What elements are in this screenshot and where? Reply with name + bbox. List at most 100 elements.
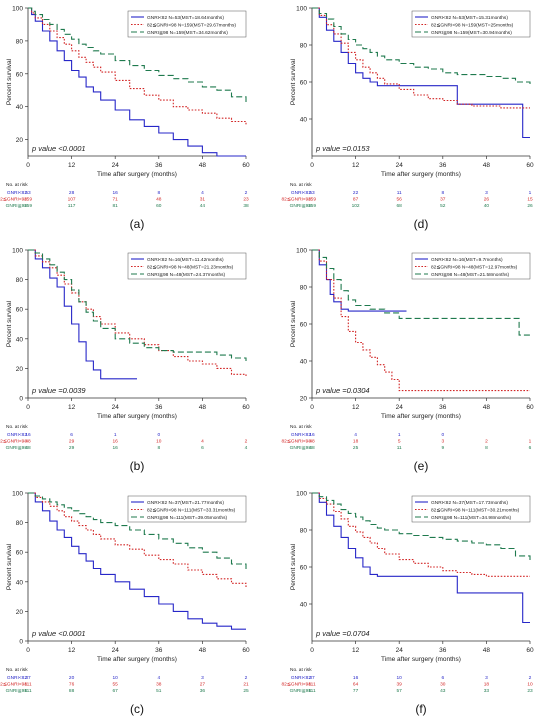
x-tick-label: 24 [112, 647, 120, 654]
x-tick-label: 36 [155, 162, 163, 169]
y-tick-label: 60 [16, 307, 24, 314]
risk-row-label: GNRI≧98 [6, 688, 28, 694]
x-tick-label: 60 [526, 647, 534, 654]
risk-count: 159 [24, 203, 32, 209]
y-tick-label: 40 [300, 359, 308, 366]
survival-curve-green [28, 7, 247, 104]
legend-entry: GNRI<82 N=53(MST=18.64months) [147, 15, 224, 21]
risk-row-label: 82≦GNRI<98 [282, 439, 312, 445]
x-tick-label: 60 [526, 404, 534, 411]
risk-count: 159 [24, 197, 32, 203]
risk-count: 37 [440, 197, 446, 203]
survival-curve-blue [28, 249, 137, 380]
risk-count: 111 [24, 682, 32, 688]
risk-count: 26 [484, 197, 490, 203]
y-tick-label: 100 [12, 248, 23, 255]
panel-label: (f) [415, 702, 426, 716]
risk-count: 1 [398, 432, 401, 438]
panel-label: (e) [414, 459, 429, 473]
x-axis-label: Time after surgery (months) [381, 171, 461, 178]
risk-count: 48 [309, 439, 315, 445]
risk-count: 159 [308, 197, 316, 203]
risk-count: 16 [309, 432, 315, 438]
risk-row-label: 82≦GNRI<98 [282, 682, 312, 688]
risk-count: 53 [25, 190, 31, 196]
legend-entry: GNRI≧98 N=111(MST=34.98months) [431, 515, 511, 521]
risk-count: 2 [485, 439, 488, 445]
risk-count: 2 [245, 675, 248, 681]
risk-count: 38 [243, 203, 249, 209]
risk-count: 53 [309, 190, 315, 196]
risk-count: 25 [243, 688, 249, 694]
risk-count: 21 [243, 682, 249, 688]
risk-count: 3 [485, 675, 488, 681]
survival-curve-green [28, 492, 247, 570]
risk-row-label: 82≦GNRI<98 [0, 439, 27, 445]
x-tick-label: 0 [310, 404, 314, 411]
risk-count: 18 [353, 439, 359, 445]
survival-curve-blue [28, 7, 246, 157]
legend-box [127, 252, 247, 280]
risk-count: 29 [69, 445, 75, 451]
legend-entry: 82≦GNRI<98 N=159(MST=25months) [431, 23, 514, 29]
risk-row-label: GNRI≧98 [6, 203, 28, 209]
legend-box [127, 10, 247, 38]
y-axis-label: Percent survival [6, 300, 13, 347]
x-tick-label: 48 [199, 162, 207, 169]
risk-count: 2 [245, 439, 248, 445]
y-tick-label: 0 [19, 639, 23, 646]
legend-entry: GNRI≧98 N=159(MST=34.62months) [147, 30, 228, 36]
x-tick-label: 12 [352, 404, 360, 411]
risk-count: 48 [25, 439, 31, 445]
risk-count: 52 [440, 203, 446, 209]
risk-count: 71 [113, 197, 119, 203]
risk-count: 1 [529, 190, 532, 196]
x-tick-label: 48 [483, 647, 491, 654]
x-axis-label: Time after surgery (months) [381, 413, 461, 420]
risk-count: 4 [245, 445, 248, 451]
risk-count: 10 [113, 675, 119, 681]
risk-count: 0 [157, 432, 160, 438]
km-panel: 40 60 80 100 0 12 24 36 48 60 Time after surgery (… [282, 6, 534, 232]
risk-count: 57 [397, 688, 403, 694]
panel-label: (b) [130, 459, 145, 473]
x-tick-label: 0 [310, 647, 314, 654]
risk-count: 37 [309, 675, 315, 681]
x-tick-label: 24 [396, 404, 404, 411]
x-tick-label: 12 [68, 647, 76, 654]
risk-count: 48 [309, 445, 315, 451]
risk-count: 48 [25, 445, 31, 451]
y-tick-label: 80 [300, 528, 308, 535]
legend-box [411, 10, 531, 38]
risk-row-label: GNRI≧98 [290, 203, 312, 209]
y-tick-label: 0 [19, 396, 23, 403]
survival-curve-red [312, 249, 530, 392]
risk-count: 60 [156, 203, 162, 209]
risk-count: 4 [157, 675, 160, 681]
legend-box [411, 495, 531, 523]
y-tick-label: 80 [300, 43, 308, 50]
risk-count: 18 [484, 682, 490, 688]
x-axis-label: Time after surgery (months) [97, 171, 177, 178]
y-tick-label: 40 [16, 579, 24, 586]
y-tick-label: 40 [300, 602, 308, 609]
risk-row-label: GNRI<82 [7, 190, 27, 196]
risk-count: 4 [201, 190, 204, 196]
x-tick-label: 36 [439, 404, 447, 411]
risk-count: 11 [397, 445, 402, 451]
survival-curve-red [28, 249, 247, 378]
legend-entry: 82≦GNRI<98 N=48(MST=21.23months) [147, 265, 234, 271]
risk-count: 11 [397, 190, 402, 196]
risk-count: 2 [245, 190, 248, 196]
risk-row-label: GNRI<82 [291, 675, 311, 681]
survival-curve-red [312, 7, 530, 109]
risk-count: 10 [527, 682, 533, 688]
x-axis-label: Time after surgery (months) [97, 656, 177, 663]
x-tick-label: 12 [68, 404, 76, 411]
legend-entry: GNRI<82 N=16(MST=9.7months) [431, 257, 503, 263]
legend-entry: GNRI<82 N=16(MST=11.42months) [147, 257, 224, 263]
y-axis-label: Percent survival [290, 300, 297, 347]
